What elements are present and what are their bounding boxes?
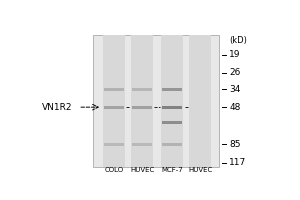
Bar: [104, 143, 124, 146]
Bar: [104, 88, 124, 91]
Bar: [131, 35, 153, 167]
Bar: [132, 88, 152, 91]
Text: 85: 85: [229, 140, 241, 149]
Text: HUVEC: HUVEC: [188, 167, 212, 173]
Text: 19: 19: [229, 50, 241, 59]
Text: 117: 117: [229, 158, 247, 167]
Bar: [163, 121, 182, 124]
Bar: [163, 88, 182, 91]
Bar: [163, 143, 182, 146]
Bar: [132, 106, 152, 109]
Bar: [189, 35, 211, 167]
Text: 34: 34: [229, 85, 241, 94]
Text: 48: 48: [229, 103, 241, 112]
Text: COLO: COLO: [105, 167, 124, 173]
Bar: [132, 143, 152, 146]
Text: 26: 26: [229, 68, 241, 77]
Bar: [103, 35, 125, 167]
Bar: [93, 35, 219, 167]
Text: MCF-7: MCF-7: [161, 167, 183, 173]
Text: HUVEC: HUVEC: [130, 167, 154, 173]
Bar: [161, 35, 183, 167]
Bar: [163, 106, 182, 109]
Bar: [104, 106, 124, 109]
Text: (kD): (kD): [229, 36, 247, 45]
Text: VN1R2: VN1R2: [42, 103, 73, 112]
